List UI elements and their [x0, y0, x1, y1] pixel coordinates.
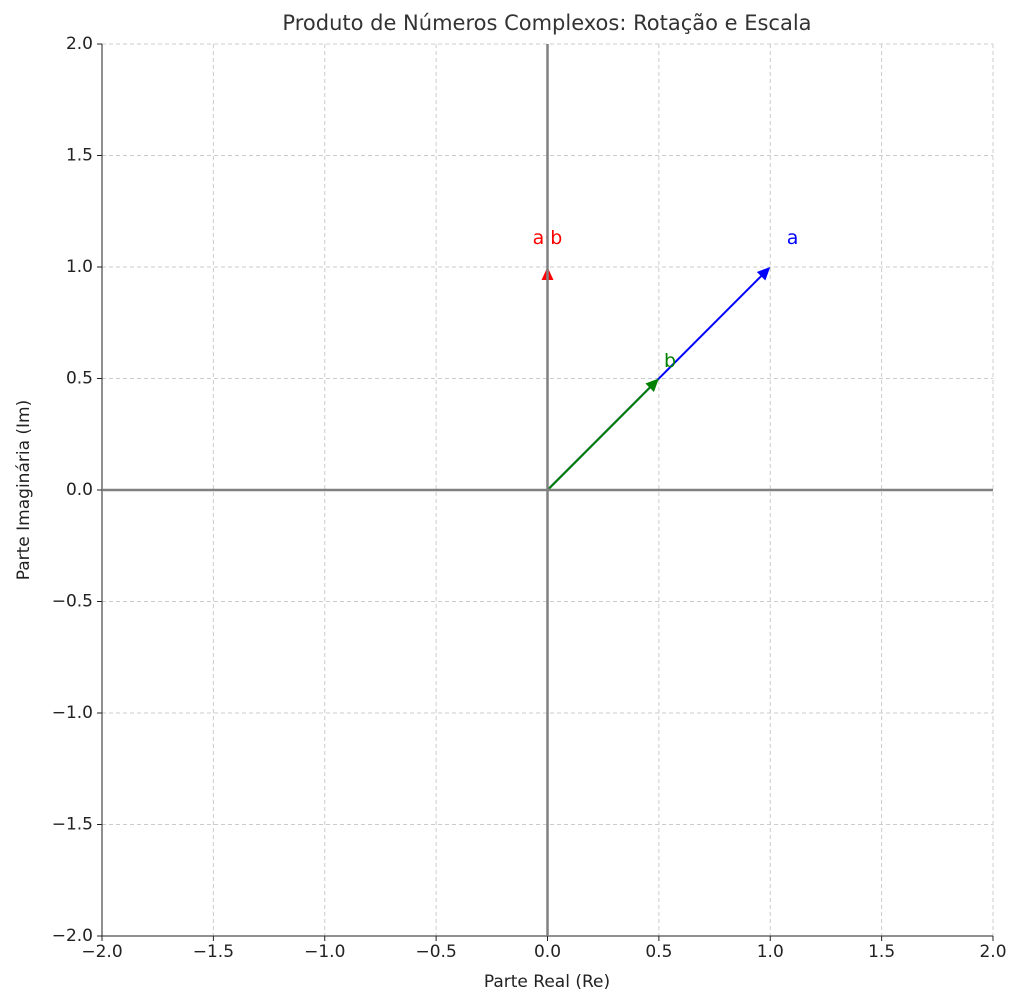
x-tick-label: −2.0 [81, 942, 122, 962]
vector-head [756, 267, 771, 281]
y-tick-label: −1.0 [52, 703, 93, 723]
x-tick-label: 2.0 [979, 942, 1006, 962]
y-tick-label: −1.5 [52, 815, 93, 835]
vector-shaft [546, 386, 651, 491]
x-tick-label: 0.5 [645, 942, 672, 962]
x-tick-label: 0.0 [534, 942, 561, 962]
x-tick-label: 1.0 [757, 942, 784, 962]
y-tick-label: 1.0 [66, 257, 93, 277]
x-tick-label: −1.0 [304, 942, 345, 962]
x-tick-label: −1.5 [193, 942, 234, 962]
y-tick-label: −0.5 [52, 592, 93, 612]
y-tick-label: 0.5 [66, 369, 93, 389]
chart-title: Produto de Números Complexos: Rotação e … [282, 11, 811, 35]
x-tick-label: −0.5 [415, 942, 456, 962]
y-axis-label: Parte Imaginária (Im) [14, 400, 34, 581]
x-tick-label: 1.5 [868, 942, 895, 962]
x-axis-label: Parte Real (Re) [484, 972, 610, 992]
vector-head [645, 378, 659, 392]
y-tick-label: 1.5 [66, 146, 93, 166]
vector-label: a [787, 227, 799, 249]
vector-label: b [664, 350, 676, 372]
y-tick-label: −2.0 [52, 926, 93, 946]
y-tick-label: 0.0 [66, 480, 93, 500]
y-tick-label: 2.0 [66, 34, 93, 54]
